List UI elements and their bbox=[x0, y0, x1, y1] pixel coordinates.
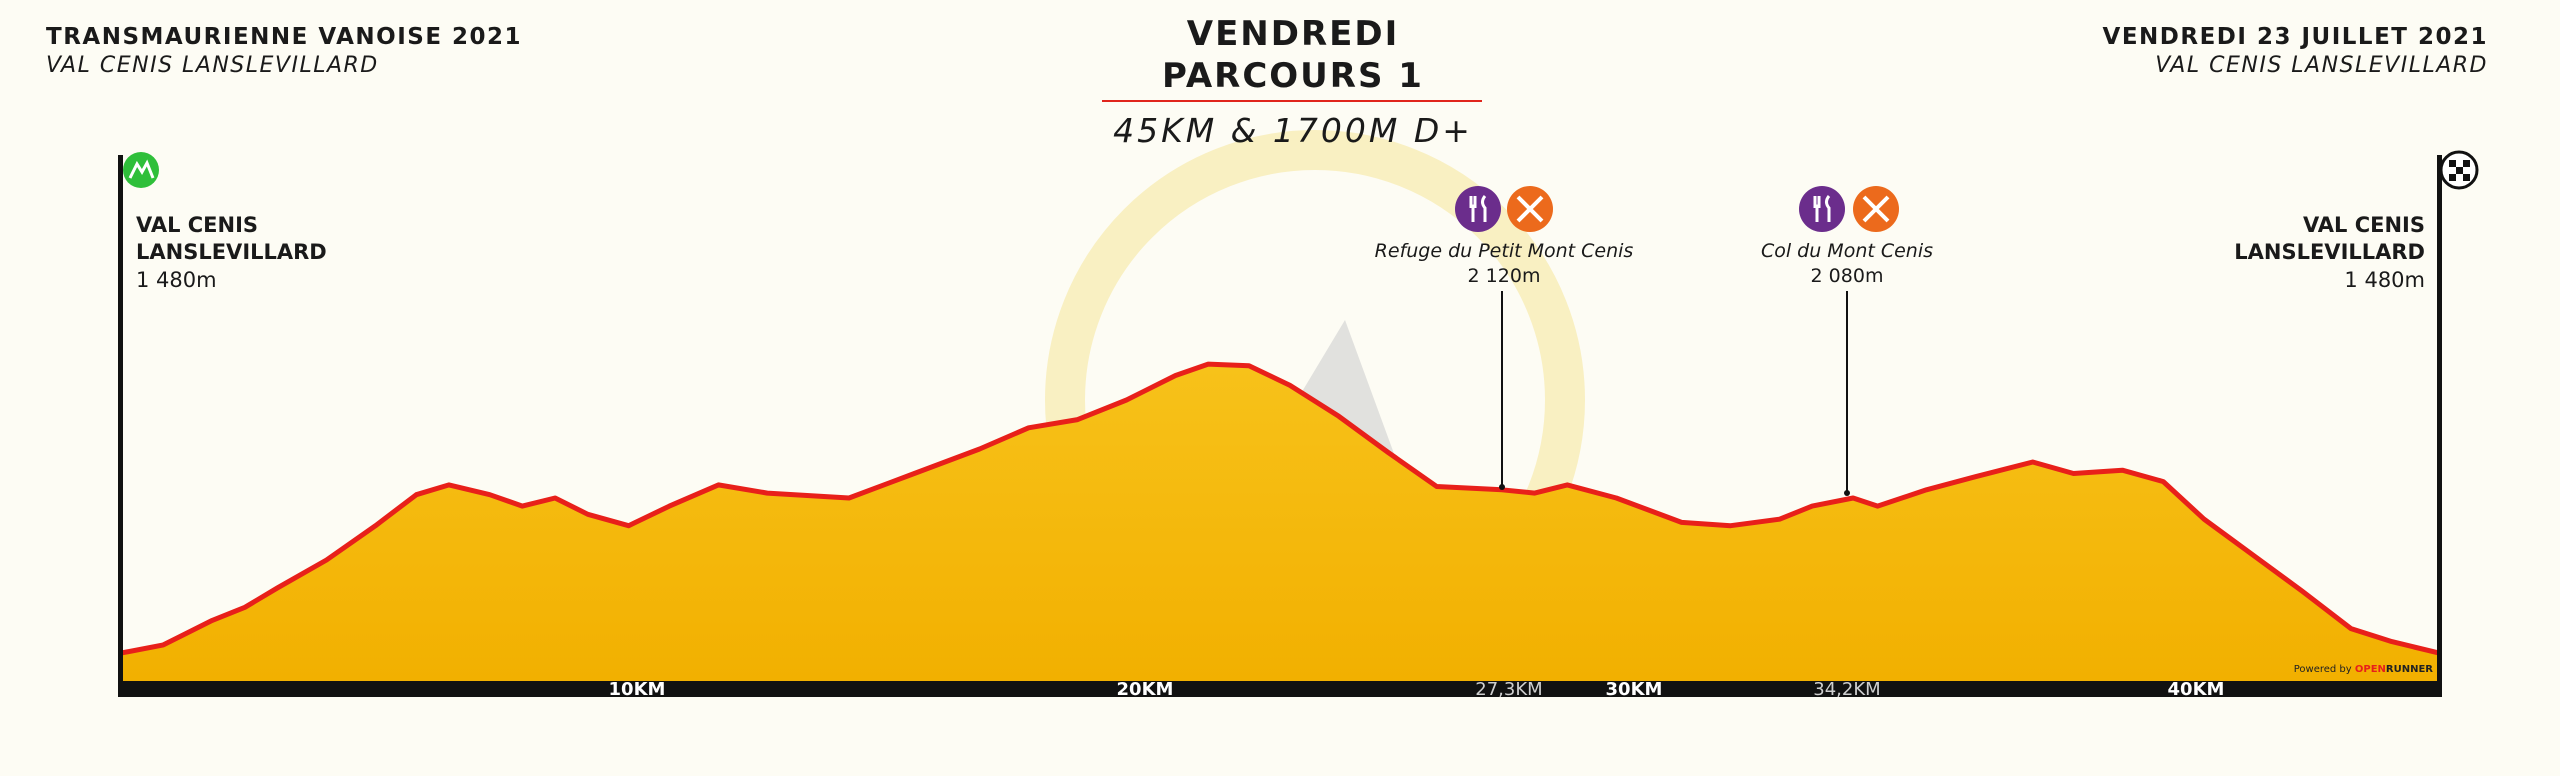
start-icon bbox=[123, 152, 159, 188]
right-subtitle: VAL CENIS LANSLEVILLARD bbox=[2155, 53, 2488, 78]
credit-brand: RUNNER bbox=[2386, 664, 2433, 675]
center-subtitle: PARCOURS 1 bbox=[1162, 56, 1424, 96]
waypoint: Refuge du Petit Mont Cenis 2 120m bbox=[1375, 186, 1634, 490]
km-bar bbox=[118, 681, 2442, 697]
left-subtitle: VAL CENIS LANSLEVILLARD bbox=[46, 53, 379, 78]
waypoint-km: 27,3KM bbox=[1475, 679, 1542, 700]
waypoint-name: Col du Mont Cenis bbox=[1761, 240, 1933, 262]
credit: Powered by OPENRUNNER bbox=[2294, 664, 2434, 675]
profile-line bbox=[120, 361, 2440, 656]
waypoint-altitude: 2 080m bbox=[1811, 265, 1884, 287]
profile-area bbox=[120, 364, 2440, 682]
left-title: TRANSMAURIENNE VANOISE 2021 bbox=[46, 24, 522, 50]
km-label: 40KM bbox=[2168, 679, 2225, 700]
waypoint-km: 34,2KM bbox=[1813, 679, 1880, 700]
finish-icon bbox=[2439, 150, 2479, 190]
km-label: 10KM bbox=[609, 679, 666, 700]
km-label: 20KM bbox=[1117, 679, 1174, 700]
distance: 45KM & 1700M D+ bbox=[1113, 111, 1473, 150]
credit-prefix: Powered by bbox=[2294, 664, 2352, 675]
finish-name: VAL CENIS bbox=[2303, 213, 2425, 237]
waypoint: Col du Mont Cenis 2 080m bbox=[1761, 186, 1933, 496]
waypoint-name: Refuge du Petit Mont Cenis bbox=[1375, 240, 1634, 262]
credit-brand: OPEN bbox=[2355, 664, 2386, 675]
km-label: 30KM bbox=[1606, 679, 1663, 700]
waypoint-altitude: 2 120m bbox=[1468, 265, 1541, 287]
finish-name: LANSLEVILLARD bbox=[2234, 240, 2425, 264]
start-post bbox=[118, 155, 123, 685]
start-name: LANSLEVILLARD bbox=[136, 240, 327, 264]
finish-altitude: 1 480m bbox=[2344, 268, 2425, 292]
start-name: VAL CENIS bbox=[136, 213, 258, 237]
finish-post bbox=[2437, 155, 2442, 685]
right-title: VENDREDI 23 JUILLET 2021 bbox=[2103, 24, 2488, 50]
start-altitude: 1 480m bbox=[136, 268, 217, 292]
center-title: VENDREDI bbox=[1187, 14, 1400, 54]
